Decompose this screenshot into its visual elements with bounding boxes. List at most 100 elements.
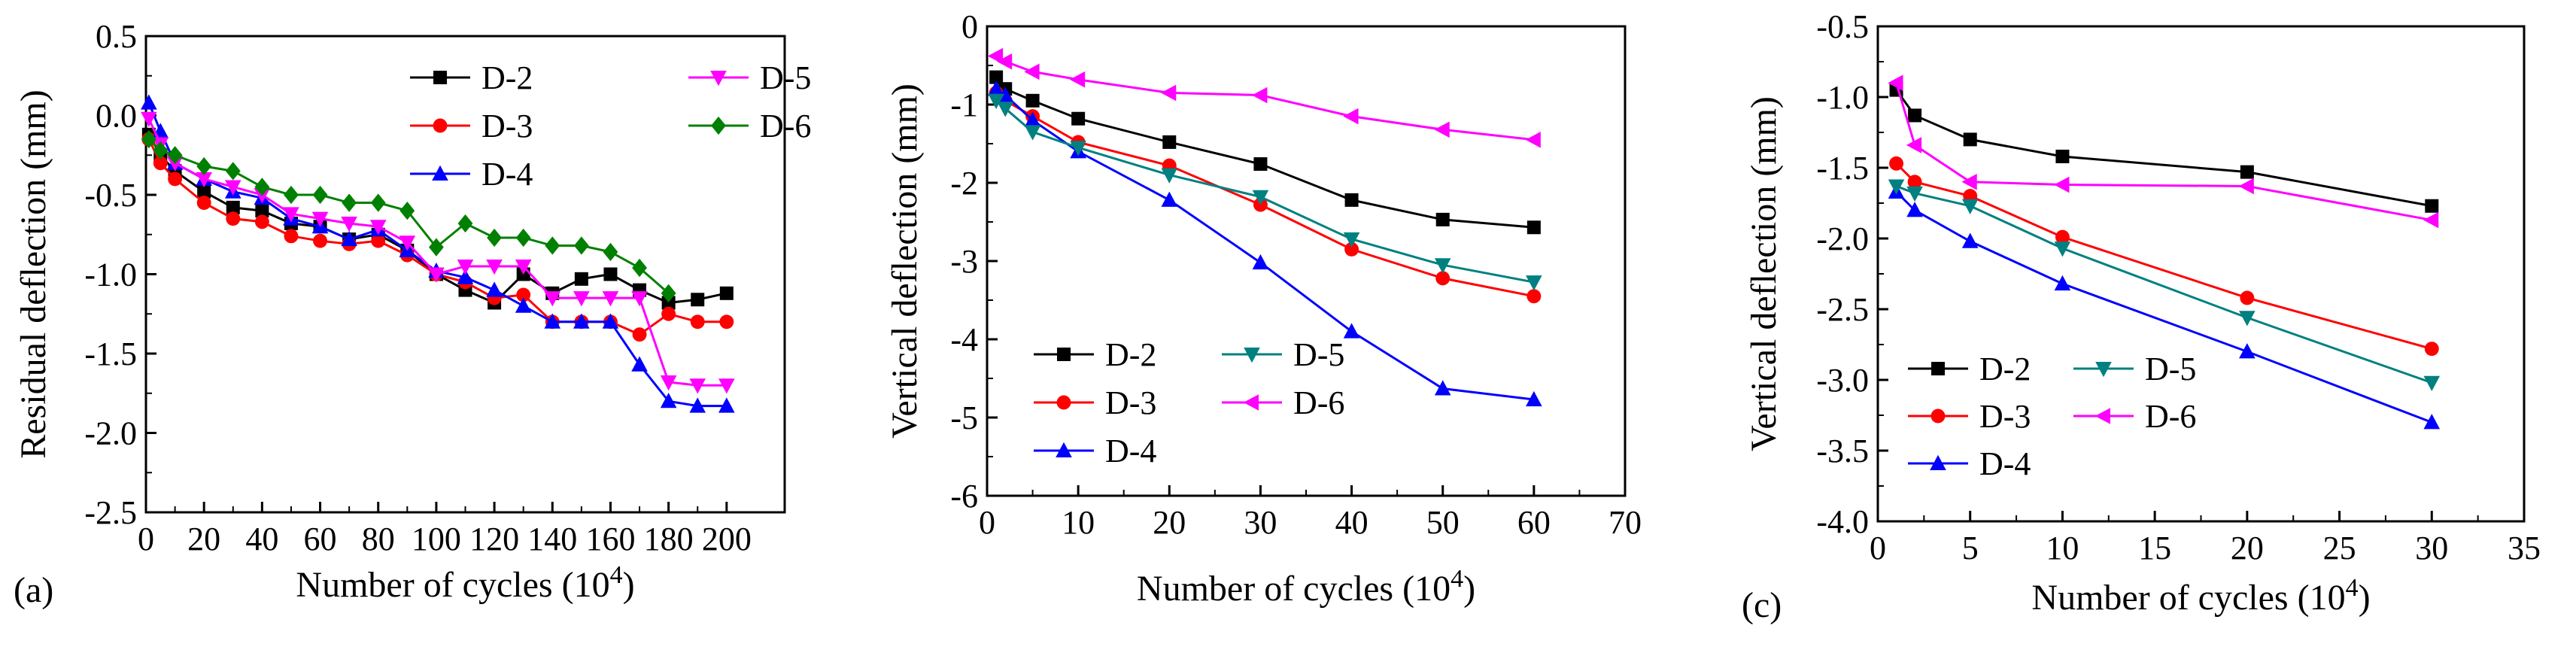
series-line-D-3 xyxy=(147,138,727,336)
series-line-D-2 xyxy=(147,134,728,305)
data-point-D-6 xyxy=(342,193,357,212)
data-point-D-4 xyxy=(573,313,590,329)
data-point-D-5 xyxy=(2054,241,2071,257)
data-point-D-4 xyxy=(141,94,157,110)
data-point-D-5 xyxy=(1888,179,1905,195)
x-axis-label: Number of cycles (104) xyxy=(2031,574,2370,618)
data-point-D-4 xyxy=(2239,343,2256,359)
y-tick-label: -1.5 xyxy=(84,336,137,372)
data-point-D-4 xyxy=(602,313,619,329)
legend-label-D-4: D-4 xyxy=(481,156,533,193)
x-tick-label: 20 xyxy=(1153,504,1186,541)
data-point-D-5 xyxy=(486,259,503,275)
legend-marker-D-4 xyxy=(1056,442,1072,457)
x-tick-label: 60 xyxy=(304,521,337,557)
data-point-D-5 xyxy=(1252,190,1269,205)
legend-marker-D-6 xyxy=(1243,394,1259,411)
series-D-2 xyxy=(989,70,1541,235)
data-point-D-5 xyxy=(1070,141,1086,156)
data-point-D-3 xyxy=(632,327,647,342)
x-tick-label: 140 xyxy=(527,521,577,557)
series-D-3 xyxy=(141,132,734,342)
series-line-D-5 xyxy=(147,118,727,387)
x-axis-label-close: ) xyxy=(623,565,635,605)
data-point-D-5 xyxy=(196,172,212,188)
data-point-D-4 xyxy=(544,313,561,329)
data-point-D-6 xyxy=(1525,132,1541,148)
legend-label-D-6: D-6 xyxy=(2145,398,2196,435)
data-point-D-6 xyxy=(167,146,183,165)
y-tick-label: -1.0 xyxy=(1816,79,1869,116)
data-point-D-5 xyxy=(573,291,590,307)
y-tick-label: -5 xyxy=(950,399,978,436)
data-point-D-5 xyxy=(689,378,706,394)
data-point-D-2 xyxy=(1162,135,1177,149)
legend-marker-D-6 xyxy=(2095,408,2110,424)
data-point-D-6 xyxy=(2054,176,2070,193)
data-point-D-6 xyxy=(661,284,676,302)
data-point-D-5 xyxy=(283,207,299,223)
panel-label: (c) xyxy=(1742,585,1782,625)
legend-marker-D-5 xyxy=(2095,362,2112,378)
data-point-D-5 xyxy=(602,291,619,307)
data-point-D-4 xyxy=(718,397,735,413)
data-point-D-4 xyxy=(660,393,677,408)
data-point-D-6 xyxy=(196,156,212,176)
legend-marker-D-5 xyxy=(1244,348,1260,363)
x-tick-label: 50 xyxy=(1426,504,1460,541)
x-axis-label-text: Number of cycles (10 xyxy=(2031,578,2345,618)
data-point-D-2 xyxy=(2240,165,2254,179)
y-tick-label: -1.5 xyxy=(1816,150,1869,187)
legend-label-D-4: D-4 xyxy=(1979,445,2031,482)
legend-marker-D-5 xyxy=(710,71,727,87)
data-point-D-5 xyxy=(428,267,445,283)
data-point-D-5 xyxy=(1434,258,1451,274)
legend-marker-D-3 xyxy=(433,118,448,133)
data-point-D-5 xyxy=(660,375,677,391)
x-tick-label: 160 xyxy=(585,521,635,557)
x-tick-label: 10 xyxy=(2046,530,2079,566)
data-point-D-5 xyxy=(399,235,416,251)
x-tick-label: 5 xyxy=(1962,530,1979,566)
legend-label-D-3: D-3 xyxy=(481,108,533,144)
legend-label-D-2: D-2 xyxy=(1105,336,1156,373)
x-tick-label: 200 xyxy=(702,521,752,557)
legend-label-D-6: D-6 xyxy=(1293,384,1344,421)
data-point-D-5 xyxy=(1526,275,1542,291)
data-point-D-5 xyxy=(224,180,242,196)
legend-label-D-6: D-6 xyxy=(760,108,811,144)
x-tick-label: 120 xyxy=(469,521,519,557)
x-tick-label: 60 xyxy=(1517,504,1551,541)
data-point-D-6 xyxy=(2238,178,2254,195)
legend-marker-D-3 xyxy=(1056,395,1071,410)
series-line-D-4 xyxy=(1895,190,2432,424)
data-point-D-3 xyxy=(1889,156,1903,171)
legend: D-2 D-5 D-3 D-6 D-4 xyxy=(410,59,811,193)
data-point-D-4 xyxy=(1161,191,1178,207)
data-point-D-6 xyxy=(370,193,386,212)
y-axis-label: Vertical deflection (mm) xyxy=(885,84,925,439)
data-point-D-6 xyxy=(312,185,328,205)
data-point-D-3 xyxy=(153,156,168,171)
data-point-D-2 xyxy=(989,70,1004,84)
series-D-5 xyxy=(1888,179,2441,392)
data-point-D-2 xyxy=(226,200,240,214)
data-point-D-2 xyxy=(197,184,211,199)
data-point-D-6 xyxy=(2423,211,2439,229)
data-point-D-3 xyxy=(1344,241,1359,257)
data-point-D-5 xyxy=(1906,186,1923,202)
data-point-D-3 xyxy=(284,229,299,244)
data-point-D-2 xyxy=(1071,111,1086,126)
data-point-D-4 xyxy=(1252,254,1269,270)
x-tick-label: 70 xyxy=(1608,504,1642,541)
x-tick-label: 180 xyxy=(644,521,694,557)
data-point-D-2 xyxy=(1526,220,1541,235)
data-point-D-3 xyxy=(226,211,241,226)
y-tick-label: -2.0 xyxy=(1816,220,1869,257)
data-point-D-3 xyxy=(371,233,386,248)
data-point-D-6 xyxy=(987,47,1004,65)
data-point-D-4 xyxy=(1961,232,1979,248)
y-tick-label: -2.5 xyxy=(84,494,137,531)
x-tick-label: 30 xyxy=(2415,530,2448,566)
